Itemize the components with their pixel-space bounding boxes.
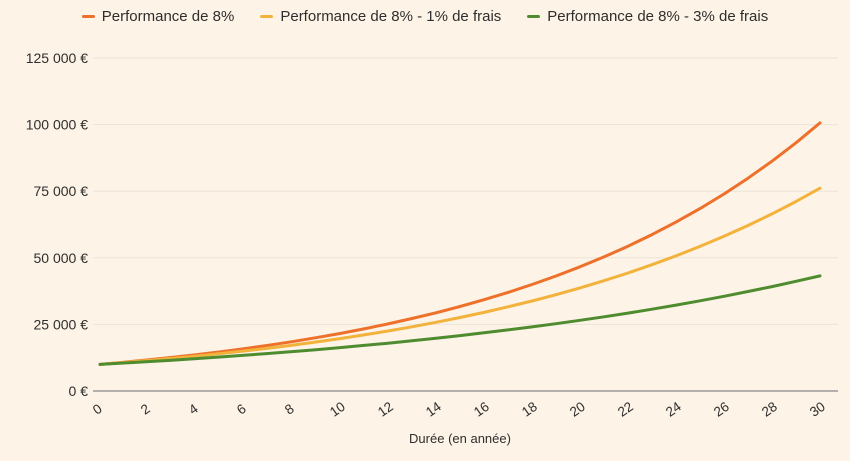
x-tick-label: 30 — [807, 399, 828, 420]
x-tick-label: 20 — [567, 399, 588, 420]
y-tick-label: 0 € — [69, 383, 89, 399]
series-line-2 — [98, 274, 822, 366]
y-tick-label: 50 000 € — [34, 250, 89, 266]
x-tick-label: 2 — [138, 401, 153, 418]
legend-label: Performance de 8% - 1% de frais — [280, 8, 502, 25]
legend-label: Performance de 8% — [101, 8, 235, 25]
x-tick-label: 26 — [711, 399, 732, 420]
legend-dash-icon — [260, 15, 274, 18]
chart-legend: Performance de 8% Performance de 8% - 1%… — [0, 9, 850, 24]
y-tick-label: 125 000 € — [26, 50, 88, 66]
legend-dash-icon — [527, 15, 541, 18]
x-tick-label: 8 — [282, 401, 297, 418]
x-tick-label: 14 — [423, 399, 444, 420]
legend-dash-icon — [81, 15, 95, 18]
series-line-1 — [98, 186, 822, 366]
x-tick-label: 16 — [471, 399, 492, 420]
y-tick-label: 100 000 € — [26, 117, 88, 133]
x-tick-label: 24 — [663, 399, 684, 420]
legend-item-performance-8-minus-3[interactable]: Performance de 8% - 3% de frais — [527, 9, 768, 24]
x-tick-label: 0 — [90, 401, 105, 418]
legend-item-performance-8[interactable]: Performance de 8% — [81, 8, 235, 25]
legend-item-performance-8-minus-1[interactable]: Performance de 8% - 1% de frais — [260, 9, 501, 24]
x-tick-label: 10 — [327, 399, 348, 420]
x-tick-label: 12 — [375, 399, 396, 420]
y-tick-label: 75 000 € — [34, 183, 89, 199]
x-tick-label: 4 — [186, 401, 201, 418]
series-line-0 — [98, 121, 822, 366]
x-tick-label: 28 — [759, 399, 780, 420]
x-tick-label: 18 — [519, 399, 540, 420]
x-tick-label: 22 — [615, 399, 636, 420]
legend-label: Performance de 8% - 3% de frais — [547, 8, 769, 25]
x-axis-title: Durée (en année) — [409, 431, 511, 446]
y-tick-label: 25 000 € — [34, 316, 89, 332]
x-tick-label: 6 — [234, 401, 249, 418]
